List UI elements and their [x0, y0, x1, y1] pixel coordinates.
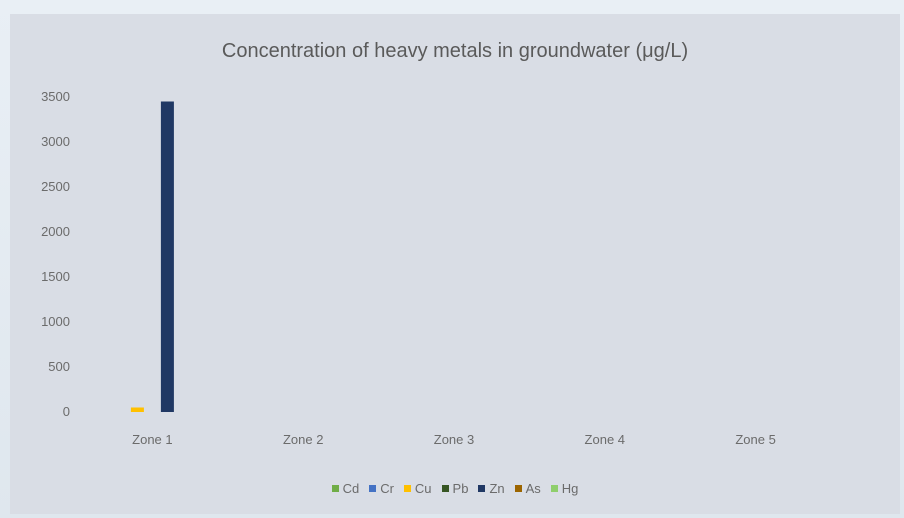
legend-label: Cu — [414, 481, 432, 496]
y-tick-label: 0 — [63, 404, 70, 419]
x-tick-label: Zone 1 — [132, 432, 172, 447]
legend: Cd Cr Cu Pb Zn As Hg — [10, 481, 900, 496]
legend-label: Hg — [561, 481, 579, 496]
legend-item-cd: Cd — [331, 481, 360, 496]
bar-zn-zone-1 — [160, 101, 174, 412]
y-tick-label: 1000 — [41, 314, 70, 329]
legend-item-pb: Pb — [441, 481, 469, 496]
chart-area: Concentration of heavy metals in groundw… — [10, 14, 900, 514]
legend-swatch — [331, 485, 339, 492]
y-tick-label: 500 — [48, 359, 70, 374]
y-tick-label: 3000 — [41, 134, 70, 149]
legend-swatch — [514, 485, 522, 492]
legend-swatch — [403, 485, 411, 492]
x-tick-label: Zone 4 — [585, 432, 625, 447]
legend-label: Cd — [342, 481, 360, 496]
legend-swatch — [441, 485, 449, 492]
y-tick-label: 2000 — [41, 224, 70, 239]
x-tick-label: Zone 5 — [735, 432, 775, 447]
bar-cu-zone-1 — [130, 407, 144, 412]
y-tick-label: 1500 — [41, 269, 70, 284]
legend-swatch — [369, 485, 377, 492]
legend-label: Cr — [380, 481, 394, 496]
legend-swatch — [550, 485, 558, 492]
legend-swatch — [478, 485, 486, 492]
legend-item-zn: Zn — [478, 481, 505, 496]
legend-item-hg: Hg — [550, 481, 579, 496]
legend-item-cr: Cr — [369, 481, 394, 496]
x-tick-label: Zone 3 — [434, 432, 474, 447]
legend-label: Pb — [452, 481, 469, 496]
legend-item-as: As — [514, 481, 541, 496]
y-tick-label: 3500 — [41, 89, 70, 104]
legend-item-cu: Cu — [403, 481, 432, 496]
plot-area: 0 500 1000 1500 2000 2500 3000 3500 Zone 1 Zone 2… — [41, 89, 776, 447]
chart-title: Concentration of heavy metals in groundw… — [221, 40, 689, 62]
y-tick-label: 2500 — [41, 179, 70, 194]
legend-label: As — [525, 481, 541, 496]
x-tick-label: Zone 2 — [283, 432, 323, 447]
legend-label: Zn — [489, 481, 505, 496]
